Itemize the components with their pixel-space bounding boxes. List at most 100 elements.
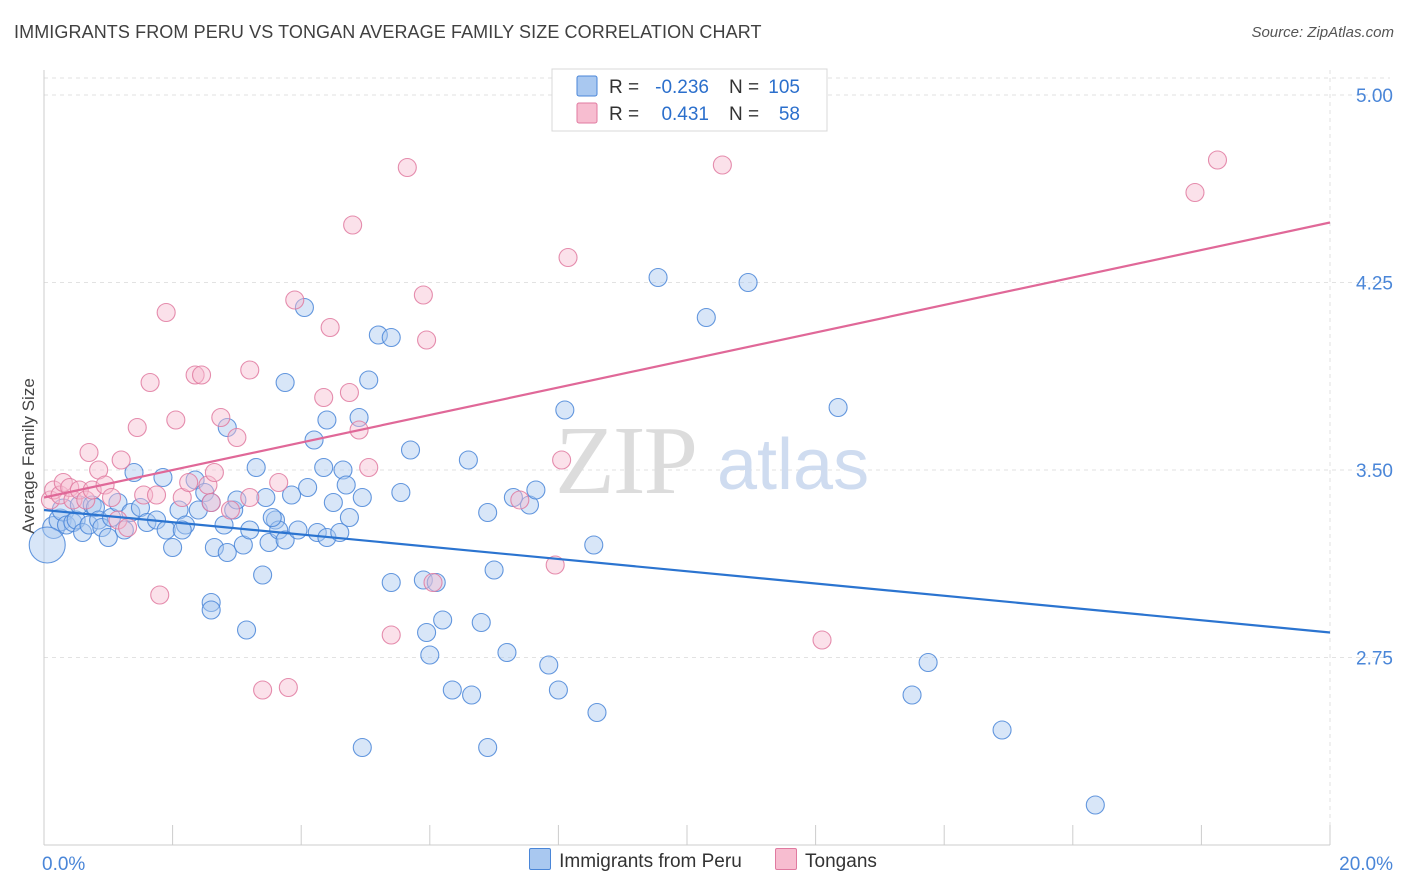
peru-point-101 [262,507,282,528]
tongan-point-24 [179,472,199,493]
tongan-point-48 [417,330,437,350]
x-tick-label-1: 20.0% [1339,854,1393,875]
legend-swatch-blue [576,75,598,97]
peru-point-80 [478,502,498,523]
peru-point-22 [156,520,176,540]
watermark-zip: ZIP [555,407,696,515]
peru-point-32 [204,537,224,558]
tongan-point-55 [812,630,832,650]
tongan-point-7 [76,490,96,510]
peru-point-63 [352,487,372,508]
peru-point-42 [253,565,273,585]
peru-point-30 [201,592,221,613]
tongan-point-16 [127,417,147,438]
tongan-point-22 [166,410,186,430]
y-tick-label-0: 2.75 [1356,649,1393,670]
peru-point-12 [92,517,112,538]
tongan-point-32 [227,427,247,448]
legend-swatch-pink [576,102,598,124]
tongan-point-42 [343,215,363,235]
tongan-point-39 [314,387,334,408]
peru-point-91 [696,307,716,328]
tongan-point-50 [510,490,530,510]
bottom-legend-swatch-tongans [775,848,798,870]
peru-point-13 [98,527,118,548]
peru-point-70 [400,440,421,460]
tongan-point-51 [545,555,565,575]
tongan-point-49 [423,572,443,593]
peru-point-58 [323,492,343,513]
trend-layer [43,221,1331,634]
peru-point-67 [381,327,401,348]
peru-point-93 [828,397,848,418]
tongan-point-20 [150,585,170,605]
tongan-point-21 [156,302,176,323]
legend-n-label-pink: N = [729,104,759,125]
tongan-point-54 [712,155,732,175]
peru-point-52 [298,477,318,498]
peru-trend-line [43,508,1331,634]
legend-r-label-blue: R = [609,77,639,98]
peru-point-46 [269,520,289,540]
peru-point-95 [918,652,938,673]
peru-point-47 [275,530,295,550]
tongan-point-56 [1185,182,1205,203]
tongan-point-37 [278,677,298,698]
tongan-point-29 [204,462,224,483]
peru-point-97 [1085,795,1105,815]
tongan-point-25 [185,365,205,385]
peru-point-64 [352,737,372,758]
peru-point-81 [484,560,504,580]
tongan-point-15 [118,517,138,538]
peru-point-39 [236,620,257,640]
tongan-point-45 [381,625,401,645]
peru-point-74 [433,610,453,630]
legend-r-value-blue: -0.236 [655,77,709,98]
peru-point-72 [417,622,437,643]
tongan-point-35 [253,680,273,700]
watermark-atlas: atlas [717,425,869,505]
peru-point-78 [471,612,491,633]
peru-point-90 [648,267,668,288]
peru-point-77 [462,685,482,705]
tongan-point-36 [269,472,289,493]
peru-point-73 [420,645,440,665]
bottom-legend-item-tongans: Tongans [775,848,877,873]
points-layer [28,150,1228,815]
tongan-point-30 [211,407,231,428]
tongan-point-18 [140,372,160,393]
tongan-point-53 [558,247,578,268]
tongan-point-41 [339,382,359,403]
peru-point-94 [902,685,922,705]
peru-point-35 [217,542,237,563]
y-axis-label: Average Family Size [19,378,38,534]
peru-point-5 [66,510,86,530]
tongan-point-33 [240,487,260,508]
peru-point-75 [442,680,462,700]
bottom-legend: Immigrants from Peru Tongans [0,848,1406,873]
tongan-trend-line [43,221,1331,499]
legend-n-label-blue: N = [729,77,759,98]
tongan-point-52 [552,450,572,470]
peru-point-7 [73,522,93,543]
tongan-point-31 [220,500,241,520]
tongan-point-40 [320,317,340,338]
tongan-point-8 [79,442,99,463]
peru-point-41 [246,457,266,478]
peru-point-99 [114,520,134,540]
peru-point-43 [256,487,276,508]
peru-point-79 [478,737,498,758]
peru-point-57 [317,410,337,430]
peru-point-59 [333,460,353,480]
tongan-point-46 [397,157,417,178]
peru-point-85 [539,655,559,675]
bottom-legend-item-peru: Immigrants from Peru [529,848,742,873]
tongan-point-38 [285,290,305,310]
peru-point-69 [391,482,411,503]
peru-point-55 [314,457,334,478]
tongan-point-19 [146,485,167,505]
peru-point-51 [294,297,314,318]
tongan-point-57 [1207,150,1228,170]
y-tick-label-3: 5.00 [1356,86,1393,107]
peru-point-92 [738,272,758,293]
